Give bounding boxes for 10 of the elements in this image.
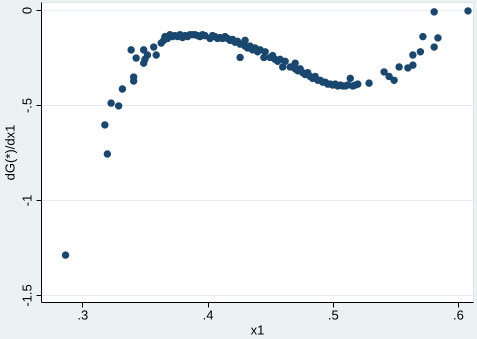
y-tick-label: -.5 (20, 98, 34, 114)
y-tick-label: -1.5 (20, 284, 34, 307)
x-tick-label: .6 (453, 308, 464, 322)
x-axis-title: x1 (250, 322, 264, 338)
y-tick-label: -1 (20, 194, 34, 206)
y-tick-label: 0 (20, 6, 34, 14)
x-tick-label: .3 (77, 308, 88, 322)
x-tick-label: .5 (328, 308, 339, 322)
x-tick-label: .4 (202, 308, 214, 322)
y-axis-title: dG(*)/dx1 (2, 124, 18, 180)
